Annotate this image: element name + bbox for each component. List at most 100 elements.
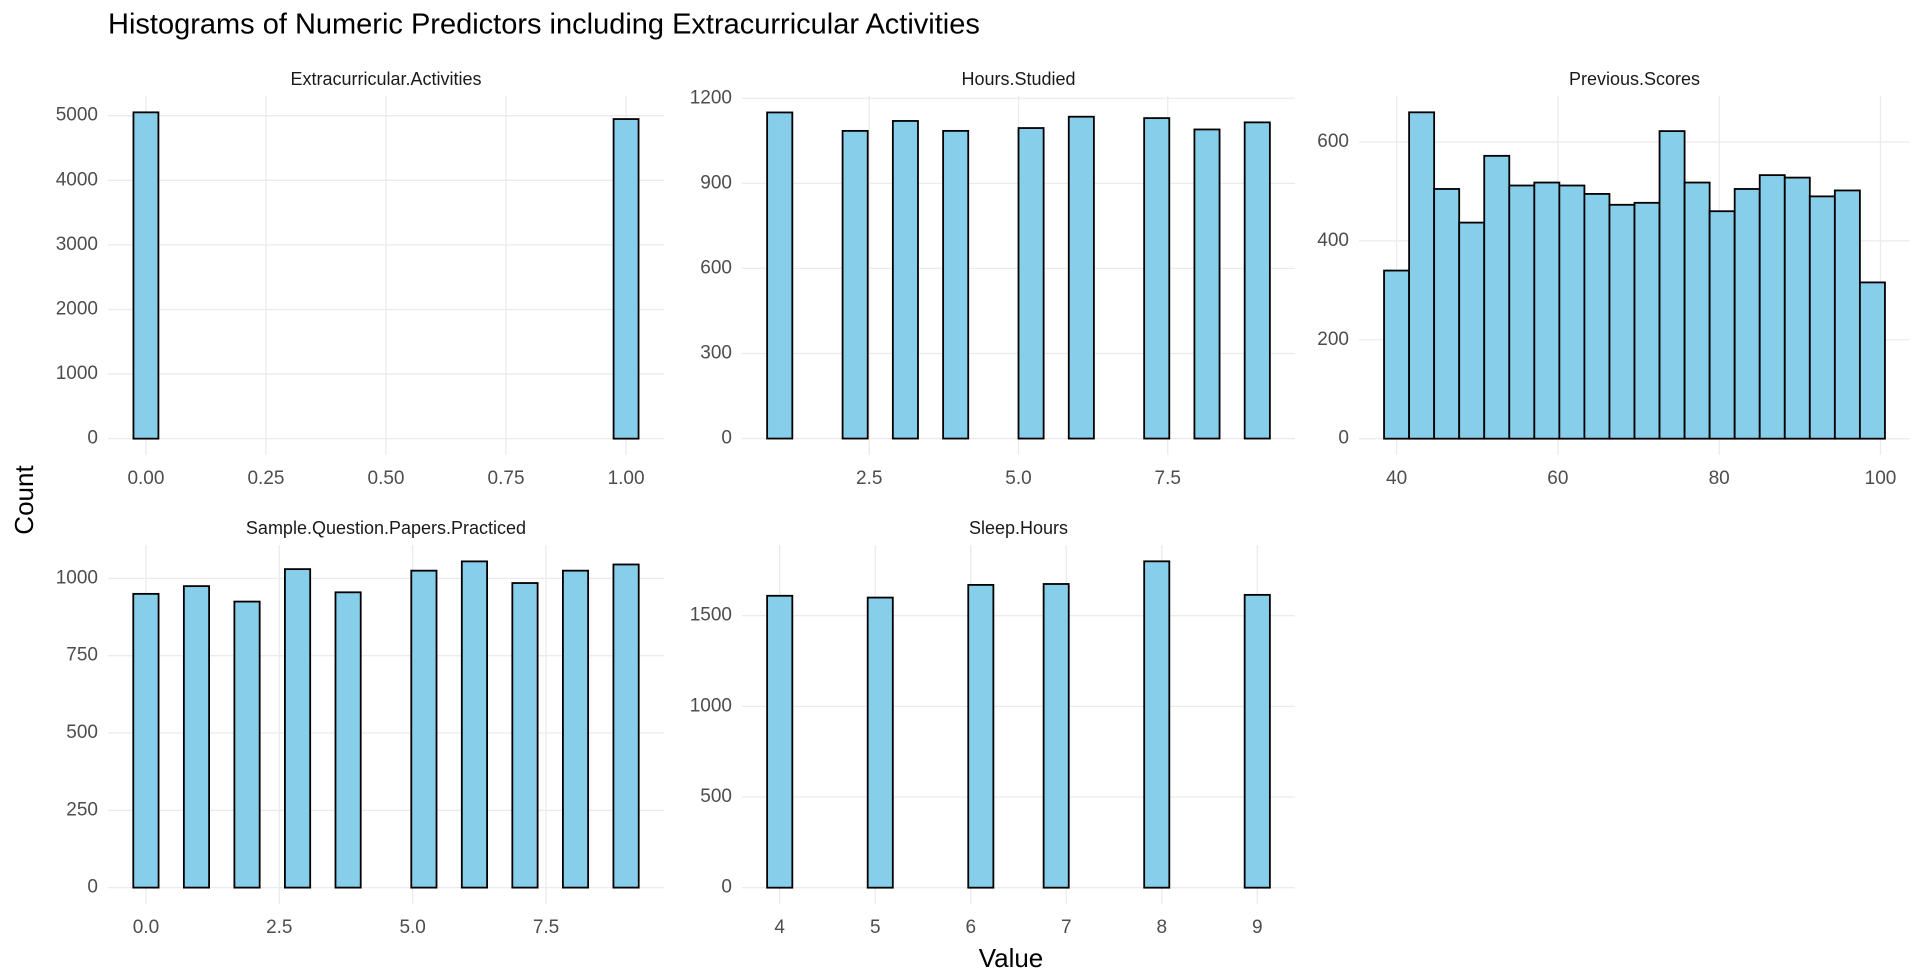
y-tick-label: 400 (1317, 230, 1349, 251)
x-tick-label: 4 (774, 917, 785, 938)
bar (766, 594, 794, 889)
x-tick-label: 6 (965, 917, 976, 938)
x-tick-label: 0.0 (133, 917, 159, 938)
figure-title: Histograms of Numeric Predictors includi… (108, 9, 980, 41)
bar (562, 569, 590, 889)
y-tick-label: 1200 (690, 87, 732, 108)
bar (1533, 181, 1561, 440)
bar (1833, 189, 1861, 440)
facet-title: Sample.Question.Papers.Practiced (246, 518, 526, 538)
y-tick-label: 500 (66, 722, 98, 743)
bar (1508, 184, 1536, 440)
x-tick-label: 2.5 (856, 468, 882, 489)
facet-title: Extracurricular.Activities (290, 69, 481, 89)
x-tick-label: 0.50 (368, 468, 405, 489)
bar (511, 582, 539, 889)
x-tick-label: 60 (1547, 468, 1568, 489)
y-tick-label: 0 (721, 877, 732, 898)
facet-title: Sleep.Hours (969, 518, 1068, 538)
bar (1733, 188, 1761, 440)
x-tick-label: 5 (870, 917, 881, 938)
bar (1808, 195, 1836, 440)
x-tick-label: 0.25 (247, 468, 284, 489)
bar (1758, 174, 1786, 440)
y-tick-label: 600 (1317, 131, 1349, 152)
x-tick-label: 2.5 (266, 917, 292, 938)
bar (612, 563, 640, 889)
bar (1383, 269, 1411, 440)
bar (942, 129, 970, 440)
x-tick-label: 100 (1865, 468, 1897, 489)
bar (1067, 115, 1095, 440)
bar (1017, 127, 1045, 440)
bar (866, 596, 894, 889)
bar (1042, 583, 1070, 889)
bar (284, 568, 312, 889)
bar (1708, 210, 1736, 440)
y-tick-label: 0 (721, 428, 732, 449)
bar (1583, 193, 1611, 440)
bar (1608, 203, 1636, 440)
x-tick-label: 5.0 (399, 917, 425, 938)
y-tick-label: 250 (66, 799, 98, 820)
bar (1243, 121, 1271, 440)
y-tick-label: 300 (700, 342, 732, 363)
y-tick-label: 5000 (56, 105, 98, 126)
y-tick-label: 600 (700, 257, 732, 278)
bar (1143, 117, 1171, 440)
y-tick-label: 750 (66, 645, 98, 666)
bar (891, 120, 919, 440)
bar (1633, 201, 1661, 440)
y-tick-label: 0 (87, 428, 98, 449)
x-tick-label: 80 (1709, 468, 1730, 489)
y-axis-title: Count (9, 465, 39, 535)
bar (1658, 130, 1686, 440)
x-tick-label: 8 (1156, 917, 1167, 938)
y-tick-label: 4000 (56, 169, 98, 190)
y-tick-label: 0 (87, 877, 98, 898)
bar (460, 560, 488, 889)
bar (1243, 593, 1271, 889)
bar (1558, 184, 1586, 440)
x-tick-label: 9 (1252, 917, 1263, 938)
x-tick-label: 7.5 (1155, 468, 1181, 489)
bar (1193, 128, 1221, 440)
y-tick-label: 0 (1338, 428, 1349, 449)
bar (612, 118, 640, 440)
bar (841, 129, 869, 440)
x-tick-label: 0.00 (127, 468, 164, 489)
y-tick-label: 2000 (56, 298, 98, 319)
x-tick-label: 7 (1061, 917, 1072, 938)
bar (1408, 111, 1436, 440)
bar (1783, 176, 1811, 440)
bar (1858, 281, 1886, 440)
bar (1143, 560, 1171, 889)
y-tick-label: 1000 (56, 567, 98, 588)
y-tick-label: 1000 (56, 363, 98, 384)
y-tick-label: 200 (1317, 329, 1349, 350)
y-tick-label: 1000 (690, 695, 732, 716)
y-tick-label: 1500 (690, 605, 732, 626)
y-tick-label: 900 (700, 172, 732, 193)
x-tick-label: 40 (1386, 468, 1407, 489)
bar (967, 583, 995, 889)
x-axis-title: Value (979, 943, 1044, 973)
x-tick-label: 0.75 (488, 468, 525, 489)
bar (1483, 154, 1511, 440)
y-tick-label: 3000 (56, 234, 98, 255)
y-tick-label: 500 (700, 786, 732, 807)
bar (334, 591, 362, 889)
bar (1458, 221, 1486, 440)
bar (410, 569, 438, 889)
x-tick-label: 7.5 (533, 917, 559, 938)
bar (132, 592, 160, 889)
bar (1433, 188, 1461, 440)
bar (132, 111, 160, 440)
x-tick-label: 1.00 (608, 468, 645, 489)
facet-title: Hours.Studied (961, 69, 1075, 89)
x-tick-label: 5.0 (1005, 468, 1031, 489)
bar (182, 585, 210, 889)
bar (766, 111, 794, 440)
bar (233, 600, 261, 889)
